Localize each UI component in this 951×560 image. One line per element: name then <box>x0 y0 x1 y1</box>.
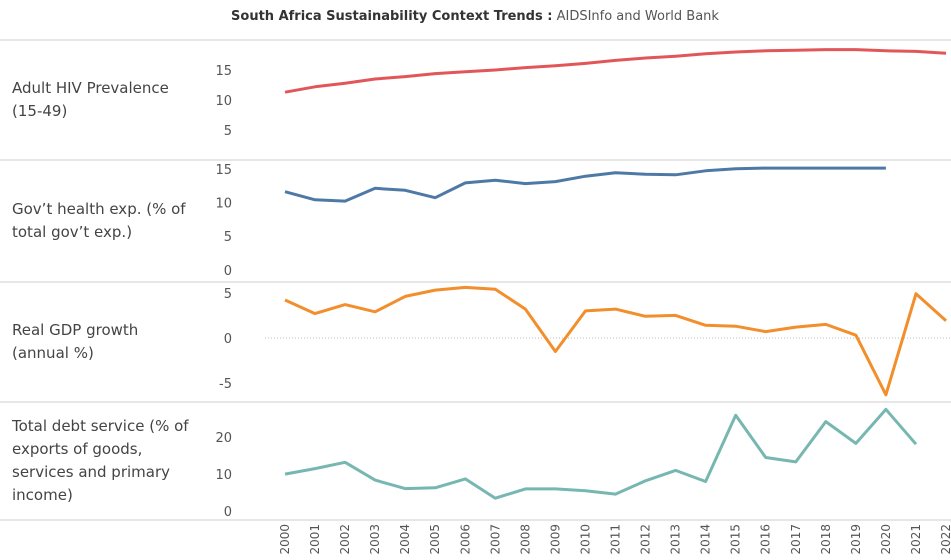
x-tick-label: 2003 <box>368 524 382 555</box>
line <box>284 285 948 397</box>
x-tick-label: 2009 <box>548 524 562 555</box>
panel-label: Gov’t health exp. (% of total gov’t exp.… <box>12 200 186 241</box>
x-tick-label: 2019 <box>849 524 863 555</box>
line <box>284 166 886 203</box>
y-tick-label: 0 <box>224 332 232 347</box>
x-tick-label: 2002 <box>338 524 352 555</box>
x-tick-label: 2007 <box>488 524 502 555</box>
y-tick-label: 0 <box>224 505 232 520</box>
x-tick-label: 2012 <box>639 524 653 555</box>
line <box>284 407 918 500</box>
x-tick-label: 2005 <box>428 524 442 555</box>
y-tick-label: 10 <box>215 94 232 109</box>
line <box>284 48 947 94</box>
panel-label: Real GDP growth (annual %) <box>12 321 139 362</box>
y-tick-label: 5 <box>224 230 232 245</box>
x-tick-label: 2004 <box>398 524 412 555</box>
x-tick-label: 2018 <box>819 524 833 555</box>
y-tick-label: 15 <box>215 163 232 178</box>
y-tick-label: 15 <box>215 64 232 79</box>
chart-title: South Africa Sustainability Context Tren… <box>231 9 719 24</box>
x-tick-label: 2006 <box>458 524 472 555</box>
panel-label: Adult HIV Prevalence (15-49) <box>12 79 169 120</box>
x-tick-label: 2008 <box>518 524 532 555</box>
source: AIDSInfo and World Bank <box>552 9 719 24</box>
y-tick-label: -5 <box>219 377 232 392</box>
x-tick-label: 2015 <box>729 524 743 555</box>
x-tick-label: 2013 <box>669 524 683 555</box>
panel-label: Total debt service (% of exports of good… <box>12 417 189 504</box>
x-tick-label: 2021 <box>909 524 923 555</box>
x-tick-label: 2010 <box>578 524 592 555</box>
x-tick-label: 2014 <box>699 524 713 555</box>
x-tick-label: 2016 <box>759 524 773 555</box>
x-tick-label: 2017 <box>789 524 803 555</box>
x-tick-label: 2020 <box>879 524 893 555</box>
y-tick-label: 5 <box>224 287 232 302</box>
y-tick-label: 20 <box>215 431 232 446</box>
x-tick-label: 2000 <box>278 524 292 555</box>
y-tick-label: 10 <box>215 468 232 483</box>
x-tick-label: 2001 <box>308 524 322 555</box>
y-tick-label: 0 <box>224 264 232 279</box>
x-tick-label: 2022 <box>939 524 951 555</box>
y-tick-label: 5 <box>224 124 232 139</box>
title: South Africa Sustainability Context Tren… <box>231 9 552 24</box>
x-tick-label: 2011 <box>609 524 623 555</box>
y-tick-label: 10 <box>215 196 232 211</box>
